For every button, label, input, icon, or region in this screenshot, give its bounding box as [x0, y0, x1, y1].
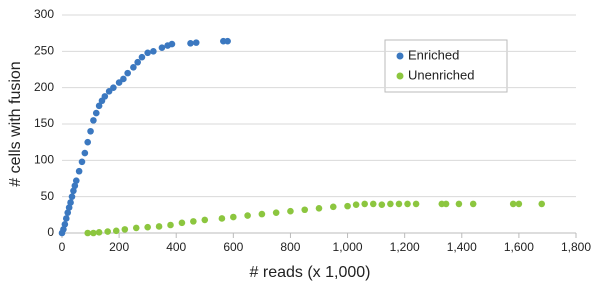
point: [71, 182, 79, 190]
point: [178, 219, 186, 227]
point: [190, 218, 197, 225]
point: [144, 49, 151, 57]
x-tick-label: 800: [280, 240, 300, 254]
x-tick-label: 1,400: [447, 240, 477, 254]
point: [344, 202, 351, 210]
point: [60, 226, 67, 233]
point: [509, 200, 517, 208]
point: [538, 200, 546, 208]
y-tick-label: 250: [34, 44, 54, 58]
point: [62, 215, 70, 222]
point: [130, 64, 137, 71]
point: [110, 84, 117, 91]
point: [404, 200, 411, 208]
legend-marker: [396, 72, 404, 80]
point: [104, 228, 111, 235]
point: [230, 213, 237, 221]
point: [455, 200, 463, 208]
point: [329, 203, 337, 211]
point: [369, 200, 377, 208]
point: [72, 177, 80, 184]
point: [144, 223, 151, 231]
point: [101, 93, 109, 100]
y-tick-label: 0: [47, 225, 54, 239]
point: [70, 187, 77, 195]
point: [315, 204, 323, 212]
point: [287, 207, 294, 215]
point: [84, 138, 91, 146]
point: [90, 117, 97, 124]
point: [112, 227, 120, 235]
x-tick-label: 1,200: [390, 240, 420, 254]
point: [224, 37, 231, 45]
legend-marker: [396, 52, 404, 60]
point: [90, 229, 97, 237]
y-tick-label: 300: [34, 7, 54, 21]
y-axis-title: # cells with fusion: [7, 61, 24, 186]
point: [387, 200, 394, 208]
x-tick-label: 1,600: [504, 240, 534, 254]
point: [201, 216, 209, 224]
point: [124, 69, 131, 77]
point: [155, 223, 163, 230]
point: [352, 201, 360, 208]
y-tick-label: 150: [34, 116, 54, 130]
point: [515, 200, 523, 208]
legend-label: Enriched: [408, 47, 459, 62]
point: [469, 200, 477, 208]
point: [150, 48, 157, 55]
point: [167, 221, 174, 229]
point: [67, 199, 74, 206]
y-tick-label: 200: [34, 80, 54, 94]
point: [395, 200, 403, 208]
x-tick-label: 1,000: [333, 240, 363, 254]
point: [81, 149, 89, 157]
x-axis-title: # reads (x 1,000): [250, 264, 371, 281]
y-tick-label: 100: [34, 153, 54, 167]
point: [65, 204, 73, 211]
point: [272, 209, 280, 216]
point: [158, 44, 166, 51]
point: [442, 200, 450, 208]
point: [75, 167, 83, 175]
point: [84, 229, 91, 237]
point: [138, 53, 146, 61]
point: [132, 224, 140, 232]
x-tick-label: 1,800: [561, 240, 591, 254]
point: [95, 102, 103, 110]
point: [121, 226, 129, 233]
x-tick-label: 0: [59, 240, 66, 254]
point: [78, 158, 86, 166]
point: [168, 40, 176, 48]
point: [64, 209, 72, 216]
point: [378, 201, 386, 208]
point: [218, 215, 226, 222]
point: [87, 127, 94, 135]
point: [120, 75, 127, 83]
point: [187, 40, 194, 47]
y-tick-label: 50: [41, 189, 55, 203]
point: [134, 58, 141, 66]
point: [258, 210, 266, 218]
point: [68, 193, 76, 200]
legend-box: [384, 39, 508, 93]
point: [192, 39, 200, 46]
x-tick-label: 600: [223, 240, 243, 254]
point: [301, 206, 309, 214]
point: [244, 212, 251, 219]
point: [95, 228, 103, 236]
x-tick-label: 400: [166, 240, 186, 254]
point: [361, 200, 368, 208]
point: [412, 200, 420, 208]
point: [92, 109, 100, 117]
legend-label: Unenriched: [408, 67, 475, 82]
point: [61, 220, 69, 228]
x-tick-label: 200: [109, 240, 129, 254]
